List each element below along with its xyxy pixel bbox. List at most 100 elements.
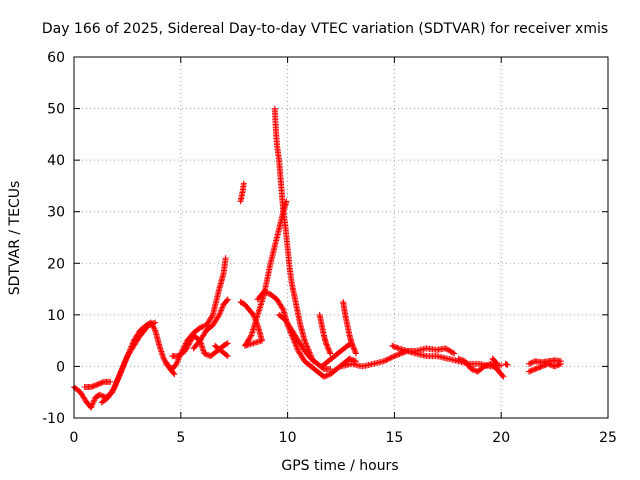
data-point bbox=[499, 372, 506, 379]
data-point bbox=[122, 357, 129, 364]
series-arc-3 bbox=[98, 319, 159, 406]
series-arc-22 bbox=[525, 357, 565, 367]
data-point bbox=[347, 340, 354, 347]
data-point bbox=[352, 350, 359, 357]
data-point bbox=[123, 354, 130, 361]
data-point bbox=[145, 322, 152, 329]
data-point bbox=[200, 323, 207, 330]
data-point bbox=[203, 351, 210, 358]
series-arc-2 bbox=[81, 378, 114, 391]
plot-frame bbox=[73, 56, 609, 419]
y-tick-label: 50 bbox=[47, 102, 65, 118]
data-point bbox=[112, 381, 119, 388]
data-point bbox=[451, 350, 458, 357]
data-point bbox=[110, 385, 117, 392]
data-point bbox=[380, 358, 387, 365]
data-point bbox=[98, 379, 105, 386]
series-arc-11 bbox=[271, 105, 317, 365]
data-point bbox=[173, 360, 180, 367]
y-axis-label: SDTVAR / TECUs bbox=[7, 181, 23, 296]
x-axis-label: GPS time / hours bbox=[281, 458, 398, 474]
x-tick-label: 0 bbox=[70, 430, 79, 446]
data-point bbox=[303, 342, 310, 349]
data-point bbox=[396, 351, 403, 358]
data-point bbox=[323, 340, 330, 347]
data-point bbox=[187, 338, 194, 345]
data-point bbox=[323, 341, 330, 348]
data-point bbox=[391, 353, 398, 360]
data-point bbox=[120, 361, 127, 368]
data-point bbox=[348, 340, 355, 347]
data-point bbox=[97, 392, 104, 399]
data-point bbox=[152, 319, 159, 326]
data-point bbox=[293, 343, 300, 350]
data-point bbox=[172, 361, 179, 368]
data-point bbox=[249, 310, 256, 317]
data-point bbox=[323, 372, 330, 379]
data-point bbox=[393, 344, 400, 351]
series-arc-8 bbox=[237, 180, 247, 205]
data-point bbox=[261, 288, 268, 295]
data-point bbox=[351, 346, 358, 353]
data-point bbox=[470, 367, 477, 374]
data-point bbox=[525, 368, 532, 375]
x-tick-label: 5 bbox=[176, 430, 185, 446]
data-point bbox=[528, 367, 535, 374]
data-point bbox=[96, 391, 103, 398]
data-point bbox=[482, 362, 489, 369]
data-point bbox=[197, 324, 204, 331]
data-point bbox=[118, 367, 125, 374]
data-point bbox=[481, 363, 488, 370]
series-arc-18 bbox=[455, 355, 507, 380]
data-point bbox=[224, 296, 231, 303]
data-point bbox=[483, 362, 490, 369]
data-point bbox=[387, 355, 394, 362]
data-point bbox=[97, 380, 104, 387]
data-point bbox=[449, 349, 456, 356]
data-point bbox=[322, 373, 329, 380]
data-point bbox=[99, 379, 106, 386]
series-arc-7 bbox=[211, 342, 231, 360]
data-point bbox=[351, 347, 358, 354]
data-point bbox=[218, 307, 225, 314]
series-arc-20 bbox=[502, 360, 511, 368]
y-tick-label: 0 bbox=[56, 359, 65, 375]
data-point bbox=[279, 305, 286, 312]
data-point bbox=[99, 392, 106, 399]
data-point bbox=[536, 364, 543, 371]
series-arc-6 bbox=[190, 296, 231, 352]
data-point bbox=[525, 360, 532, 367]
data-point bbox=[111, 384, 118, 391]
data-point bbox=[384, 356, 391, 363]
data-point bbox=[558, 358, 565, 365]
data-point bbox=[389, 342, 396, 349]
data-point bbox=[113, 379, 120, 386]
data-point bbox=[350, 344, 357, 351]
y-tick-label: 40 bbox=[47, 153, 65, 169]
data-point bbox=[493, 360, 500, 367]
data-point bbox=[304, 343, 311, 350]
data-point bbox=[240, 180, 247, 187]
data-point bbox=[222, 255, 229, 262]
data-point bbox=[301, 337, 308, 344]
data-point bbox=[115, 374, 122, 381]
data-point bbox=[171, 371, 178, 378]
data-point bbox=[148, 321, 155, 328]
data-point bbox=[209, 313, 216, 320]
data-point bbox=[503, 361, 510, 368]
data-point bbox=[223, 340, 230, 347]
data-point bbox=[388, 354, 395, 361]
data-point bbox=[117, 369, 124, 376]
grid-lines bbox=[74, 57, 608, 418]
data-point bbox=[500, 373, 507, 380]
data-point bbox=[223, 297, 230, 304]
data-point bbox=[527, 360, 534, 367]
data-point bbox=[529, 359, 536, 366]
data-point bbox=[182, 346, 189, 353]
y-tick-labels: -10 0 10 20 30 40 50 60 bbox=[42, 50, 65, 427]
series-arc-21 bbox=[525, 360, 565, 375]
data-point bbox=[551, 363, 558, 370]
data-point bbox=[350, 345, 357, 352]
